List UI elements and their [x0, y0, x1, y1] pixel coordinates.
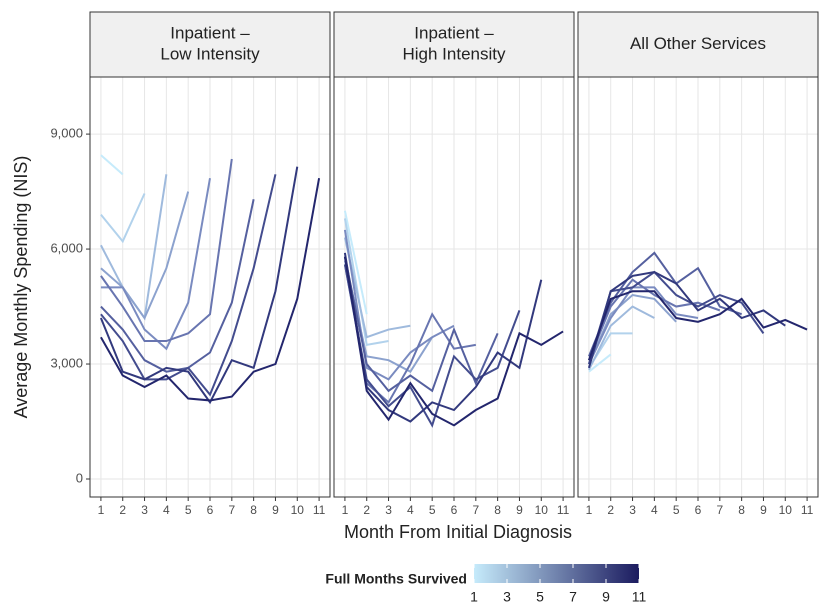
x-tick-label: 5 — [429, 503, 436, 517]
strip — [89, 11, 331, 78]
legend-tick-label: 11 — [632, 589, 647, 605]
x-tick-label: 3 — [629, 503, 636, 517]
legend-tick-label: 9 — [602, 589, 610, 605]
series-line — [343, 264, 521, 428]
series-line — [100, 154, 124, 176]
strip-title: High Intensity — [403, 44, 506, 63]
x-tick-label: 4 — [407, 503, 414, 517]
y-tick-label: 9,000 — [50, 126, 83, 141]
x-tick-label: 9 — [272, 503, 279, 517]
x-tick-label: 5 — [185, 503, 192, 517]
x-tick-label: 11 — [557, 503, 570, 517]
x-tick-label: 9 — [760, 503, 767, 517]
x-tick-label: 7 — [228, 503, 235, 517]
series-line — [100, 177, 211, 351]
series-line — [588, 305, 655, 371]
legend-tick-label: 3 — [503, 589, 511, 605]
series-line — [100, 177, 321, 402]
x-tick-label: 10 — [535, 503, 549, 517]
x-tick-label: 8 — [738, 503, 745, 517]
x-tick-label: 10 — [779, 503, 793, 517]
y-tick-label: 3,000 — [50, 355, 83, 370]
x-tick-label: 5 — [673, 503, 680, 517]
series-line — [343, 252, 543, 423]
series-line — [587, 293, 677, 365]
x-tick-label: 2 — [607, 503, 614, 517]
panel-border — [333, 76, 575, 498]
legend-tick-label: 1 — [470, 589, 478, 605]
x-tick-label: 8 — [494, 503, 501, 517]
series-line — [100, 193, 146, 244]
x-tick-label: 6 — [695, 503, 702, 517]
x-tick-label: 11 — [313, 503, 326, 517]
strip — [577, 11, 819, 78]
x-tick-label: 7 — [716, 503, 723, 517]
series-line — [343, 210, 368, 315]
series-line — [587, 290, 808, 361]
series-line — [99, 166, 299, 405]
x-tick-label: 4 — [651, 503, 658, 517]
x-tick-label: 10 — [291, 503, 305, 517]
strip-title: Inpatient – — [414, 23, 494, 42]
x-tick-label: 11 — [801, 503, 814, 517]
series-line — [100, 158, 233, 343]
series-line — [588, 353, 612, 373]
strip-title: Inpatient – — [170, 23, 250, 42]
y-tick-label: 0 — [76, 470, 83, 485]
series-line — [100, 191, 190, 321]
series-line — [343, 237, 411, 339]
x-axis-label: Month From Initial Diagnosis — [344, 522, 572, 542]
x-tick-label: 1 — [586, 503, 593, 517]
series-line — [587, 278, 721, 361]
x-tick-label: 3 — [141, 503, 148, 517]
legend-title: Full Months Survived — [325, 571, 467, 587]
legend-colorbar — [474, 564, 639, 583]
panel-border — [89, 76, 331, 498]
x-tick-label: 1 — [98, 503, 105, 517]
x-tick-label: 9 — [516, 503, 523, 517]
x-tick-label: 2 — [119, 503, 126, 517]
strip — [333, 11, 575, 78]
legend-tick-label: 7 — [569, 589, 577, 605]
series-line — [343, 256, 564, 427]
y-tick-label: 6,000 — [50, 240, 83, 255]
x-tick-label: 2 — [363, 503, 370, 517]
y-axis-label: Average Monthly Spending (NIS) — [11, 156, 31, 419]
x-tick-label: 3 — [385, 503, 392, 517]
x-tick-label: 6 — [207, 503, 214, 517]
x-tick-label: 7 — [472, 503, 479, 517]
x-tick-label: 6 — [451, 503, 458, 517]
x-tick-label: 1 — [342, 503, 349, 517]
legend-tick-label: 5 — [536, 589, 544, 605]
strip-title: All Other Services — [630, 34, 766, 53]
series-line — [587, 270, 765, 365]
x-tick-label: 4 — [163, 503, 170, 517]
x-tick-label: 8 — [250, 503, 257, 517]
series-line — [100, 174, 277, 397]
strip-title: Low Intensity — [160, 44, 260, 63]
series-line — [343, 218, 389, 347]
panel-border — [577, 76, 819, 498]
